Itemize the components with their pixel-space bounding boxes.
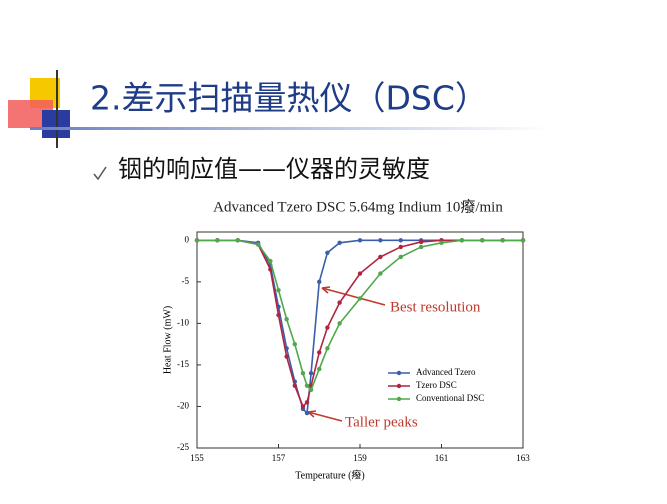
data-point — [292, 383, 297, 388]
legend-label: Conventional DSC — [416, 393, 484, 403]
data-point — [398, 254, 403, 260]
x-axis-label: Temperature (癈) — [295, 468, 365, 481]
x-tick-label: 159 — [353, 453, 367, 463]
data-point — [378, 271, 383, 276]
data-point — [357, 271, 363, 276]
y-tick-label: -15 — [177, 359, 189, 369]
x-tick-label: 155 — [190, 453, 204, 463]
y-tick-label: -5 — [182, 276, 190, 286]
data-point — [304, 400, 310, 405]
data-point — [439, 240, 444, 245]
annotation: Taller peaks — [345, 414, 418, 430]
data-point — [268, 267, 273, 272]
y-tick-label: -20 — [177, 401, 189, 411]
data-point — [325, 325, 330, 330]
data-point — [194, 238, 200, 243]
data-point — [317, 350, 322, 355]
data-point — [235, 238, 240, 243]
x-tick-label: 163 — [516, 453, 530, 463]
data-point — [308, 371, 314, 376]
annotation-arrow — [321, 286, 386, 306]
data-point — [337, 321, 342, 326]
data-point — [215, 238, 220, 243]
data-point — [292, 341, 297, 347]
slide-title: 2.差示扫描量热仪（DSC） — [90, 79, 488, 118]
data-point — [268, 258, 273, 264]
legend-marker — [396, 396, 402, 402]
x-tick-label: 157 — [272, 453, 286, 463]
data-point — [308, 387, 314, 393]
data-point — [317, 279, 322, 285]
data-point — [304, 410, 310, 416]
legend-marker — [396, 383, 402, 389]
data-point — [459, 238, 465, 243]
data-point — [418, 239, 424, 245]
series-line — [197, 239, 523, 408]
data-point — [398, 244, 403, 250]
chart-title: Advanced Tzero DSC 5.64mg Indium 10癈/min — [213, 197, 503, 215]
data-point — [304, 383, 310, 388]
data-point — [325, 346, 330, 351]
deco-rule — [30, 127, 550, 130]
bullet-text: 铟的响应值——仪器的灵敏度 — [118, 155, 430, 183]
data-point — [337, 300, 342, 305]
y-axis-label: Heat Flow (mW) — [162, 306, 173, 374]
data-point — [325, 250, 330, 255]
annotation: Best resolution — [390, 299, 481, 315]
data-point — [480, 238, 485, 243]
bullet-check — [93, 166, 107, 181]
legend-marker — [396, 370, 402, 376]
data-point — [284, 354, 289, 359]
data-point — [276, 312, 281, 318]
data-point — [357, 238, 363, 243]
data-point — [317, 366, 322, 372]
y-tick-label: 0 — [185, 234, 190, 244]
data-point — [520, 238, 526, 243]
data-point — [398, 238, 403, 243]
annotation-arrow — [307, 410, 343, 422]
data-point — [255, 242, 261, 247]
legend-label: Tzero DSC — [416, 380, 457, 390]
legend-label: Advanced Tzero — [416, 367, 476, 377]
data-point — [500, 238, 505, 243]
series-line — [197, 239, 523, 415]
data-point — [300, 404, 306, 409]
data-point — [300, 371, 306, 376]
y-tick-label: -10 — [177, 317, 189, 327]
data-point — [357, 296, 363, 301]
data-point — [337, 240, 342, 245]
data-point — [378, 238, 383, 243]
data-point — [418, 244, 424, 250]
data-point — [276, 287, 281, 293]
data-point — [378, 254, 383, 260]
data-point — [284, 317, 289, 322]
x-tick-label: 161 — [435, 453, 449, 463]
y-tick-label: -25 — [177, 442, 189, 452]
